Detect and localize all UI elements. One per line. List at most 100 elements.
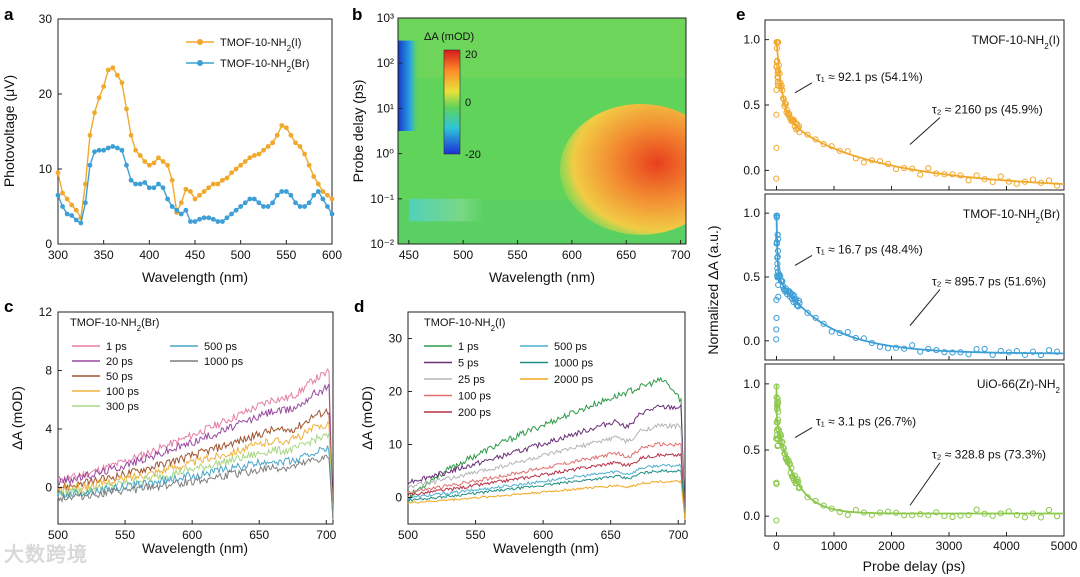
series-1ps-line [407, 376, 686, 520]
series-tmof-i-point [156, 155, 161, 161]
series-50ps-line [57, 407, 334, 520]
series-tmof-i-point [247, 155, 253, 161]
series-tmof-br-point [306, 200, 312, 206]
series-tmof-i-point [151, 160, 157, 166]
c-300ps-legend-label: 300 ps [106, 401, 140, 413]
kinetics-data-point [776, 70, 783, 77]
kinetics-data-point [774, 253, 781, 260]
kinetics-data-point [884, 508, 892, 515]
series-tmof-i-point [233, 166, 239, 172]
series-tmof-i-point [329, 196, 335, 202]
kinetics-data-point [909, 512, 916, 519]
series-tmof-br-point [124, 162, 129, 168]
panel-b-x-tick-label: 550 [508, 248, 528, 262]
series-tmof-i-point [119, 80, 125, 86]
kinetics-data-point [779, 438, 786, 445]
series-tmof-i-point [265, 144, 271, 149]
series-tmof-i-point [133, 147, 139, 153]
kinetics-data-point [773, 144, 780, 151]
kinetics-data-point [997, 510, 1004, 517]
kinetics-data-point [868, 157, 876, 164]
tau2-arrow [909, 462, 941, 506]
series-200ps-line [407, 452, 686, 520]
kinetics-data-point [812, 136, 819, 143]
panel-c-x-tick-label: 500 [48, 528, 68, 542]
series-tmof-br-point [142, 180, 148, 185]
kinetics-y-tick-label: 1.0 [743, 33, 760, 47]
series-tmof-i-point [297, 144, 303, 149]
series-tmof-br-point [133, 181, 139, 187]
series-tmof-br-point [165, 196, 171, 202]
panel-a-xlabel: Wavelength (nm) [142, 269, 248, 285]
tmof-i-legend-label: TMOF-10-NH2(I) [220, 37, 301, 53]
series-tmof-br-point [325, 204, 330, 209]
kinetics-data-point [1045, 506, 1053, 514]
series-tmof-br-point [261, 204, 266, 209]
series-tmof-i-point [169, 177, 175, 183]
kinetics-data-point [957, 172, 964, 179]
kinetics-data-point [1021, 178, 1029, 185]
panel-a-x-tick-label: 600 [322, 248, 342, 262]
series-20ps-line [57, 383, 334, 520]
kinetics-data-point [779, 444, 787, 451]
panel-a-y-tick-label: 0 [45, 237, 52, 251]
series-tmof-i-point [279, 123, 285, 128]
kinetics-data-point [804, 131, 811, 138]
series-tmof-br-line [57, 145, 333, 225]
kinetics-data-point [1021, 351, 1029, 358]
c-1000ps-legend-label: 1000 ps [204, 356, 244, 368]
tau1-arrow [794, 255, 813, 266]
kinetics-data-point [925, 165, 932, 172]
kinetics-data-point [820, 320, 827, 327]
series-tmof-br-point [183, 207, 189, 213]
series-tmof-br-point [220, 219, 225, 224]
series-tmof-i-point [274, 132, 280, 138]
kinetics-data-point [933, 170, 940, 177]
kinetics-data-point [1054, 348, 1061, 355]
kinetics-data-point [852, 155, 859, 162]
kinetics-data-point [925, 512, 932, 519]
kinetics-data-point [820, 141, 827, 148]
kinetics-data-point [828, 143, 835, 150]
series-tmof-i-point [251, 153, 257, 158]
series-tmof-br-point [169, 204, 175, 209]
series-tmof-br-point [329, 211, 335, 217]
panel-b-ylabel: Probe delay (ps) [350, 80, 366, 183]
series-tmof-i-point [283, 125, 289, 131]
kinetics-x-tick-label: 1000 [821, 539, 848, 553]
panel-c-xlabel: Wavelength (nm) [142, 540, 248, 556]
panel-d-y-tick-label: 10 [389, 438, 403, 452]
panel-b-y-tick-label: 10² [377, 56, 394, 70]
kinetics-data-point [909, 165, 916, 172]
panel-label-e: e [736, 5, 745, 24]
series-tmof-br-point [265, 204, 271, 209]
heatmap-bleach-region [398, 40, 420, 131]
series-tmof-br-point [238, 204, 244, 209]
series-tmof-i-point [146, 162, 152, 168]
kinetics-subplot-1: 0.0 0.5 1.0 TMOF-10-NH2(I) τ₁ ≈ 92.1 ps (54.… [743, 19, 1065, 191]
kinetics-data-point [775, 399, 782, 406]
series-tmof-i-point [55, 170, 61, 176]
series-tmof-br-point [197, 216, 202, 222]
series-tmof-br-point [188, 219, 193, 224]
kinetics-y-tick-label: 0.5 [743, 98, 760, 112]
series-tmof-i-point [64, 196, 70, 202]
series-tmof-br-point [247, 196, 253, 202]
panel-c-title: TMOF-10-NH2(Br) [70, 317, 159, 333]
kinetics-data-point [1005, 508, 1012, 515]
kinetics-data-point [773, 45, 781, 52]
series-1000ps-line [407, 468, 686, 520]
kinetics-data-point [844, 511, 851, 519]
kinetics-data-point [909, 342, 916, 349]
panel-a-y-tick-label: 30 [39, 12, 53, 26]
kinetics-data-point [973, 506, 980, 513]
series-tmof-br-point [270, 200, 276, 206]
tau2-label: τ₂ ≈ 328.8 ps (73.3%) [932, 448, 1046, 462]
series-tmof-i-point [160, 159, 166, 164]
series-tmof-i-point [320, 189, 326, 194]
kinetics-data-point [774, 268, 782, 275]
kinetics-data-point [828, 505, 835, 512]
c-20ps-legend-label: 20 ps [106, 356, 133, 368]
panel-d-ylabel: ΔA (mOD) [359, 386, 375, 450]
kinetics-x-tick-label: 4000 [993, 539, 1020, 553]
